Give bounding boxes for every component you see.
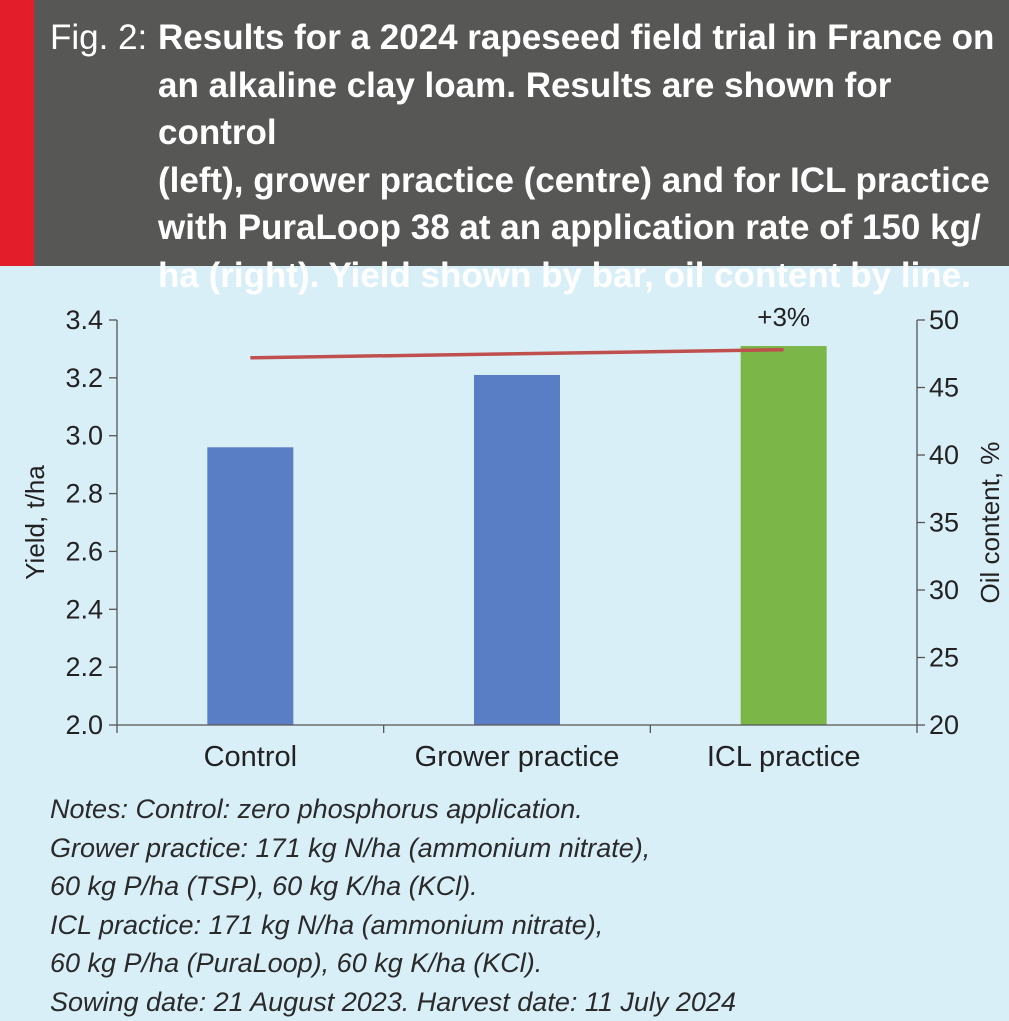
- left-tick-label: 2.2: [65, 652, 103, 682]
- title-line-1: Results for a 2024 rapeseed field trial …: [158, 18, 994, 57]
- category-label: ICL practice: [707, 741, 861, 773]
- figure-label: Fig. 2:: [50, 14, 158, 62]
- y-axis-title: Yield, t/ha: [20, 465, 50, 580]
- chart-notes: Notes: Control: zero phosphorus applicat…: [50, 790, 990, 1021]
- note-line: Notes: Control: zero phosphorus applicat…: [50, 790, 990, 829]
- right-tick-label: 25: [929, 643, 959, 673]
- left-tick-label: 2.4: [65, 594, 103, 624]
- accent-bar: [0, 0, 34, 266]
- title-line-2: an alkaline clay loam. Results are shown…: [50, 62, 995, 157]
- title-line-3: (left), grower practice (centre) and for…: [50, 157, 995, 205]
- category-label: Grower practice: [415, 741, 620, 773]
- right-tick-label: 35: [929, 508, 959, 538]
- oil-content-series: [250, 350, 783, 358]
- right-tick-label: 40: [929, 440, 959, 470]
- left-tick-label: 2.6: [65, 536, 103, 566]
- right-tick-label: 45: [929, 373, 959, 403]
- bar-annotation: +3%: [757, 302, 810, 332]
- yield-bar: [474, 375, 560, 725]
- left-tick-label: 2.8: [65, 479, 103, 509]
- yield-bars: [207, 346, 826, 725]
- right-tick-label: 30: [929, 575, 959, 605]
- note-line: Sowing date: 21 August 2023. Harvest dat…: [50, 983, 990, 1021]
- title-line-4: with PuraLoop 38 at an application rate …: [50, 204, 995, 252]
- left-tick-label: 3.4: [65, 305, 103, 335]
- note-line: ICL practice: 171 kg N/ha (ammonium nitr…: [50, 906, 990, 945]
- y2-axis-title: Oil content, %: [975, 442, 1005, 604]
- left-tick-label: 3.0: [65, 421, 103, 451]
- note-line: Grower practice: 171 kg N/ha (ammonium n…: [50, 829, 990, 868]
- oil-content-line: [250, 350, 783, 358]
- right-tick-label: 20: [929, 710, 959, 740]
- yield-bar: [207, 447, 293, 725]
- category-label: Control: [204, 741, 298, 773]
- yield-oil-chart: 2.0 2.2 2.4 2.6 2.8 3.0 3.2 3.4 20 25 30 35 40 45 50 Co…: [0, 266, 1009, 790]
- left-tick-label: 3.2: [65, 363, 103, 393]
- note-line: 60 kg P/ha (PuraLoop), 60 kg K/ha (KCl).: [50, 944, 990, 983]
- yield-bar: [741, 346, 827, 725]
- note-line: 60 kg P/ha (TSP), 60 kg K/ha (KCl).: [50, 867, 990, 906]
- left-tick-label: 2.0: [65, 710, 103, 740]
- figure-header: Fig. 2:Results for a 2024 rapeseed field…: [0, 0, 1009, 266]
- right-tick-label: 50: [929, 305, 959, 335]
- figure-title: Fig. 2:Results for a 2024 rapeseed field…: [50, 14, 995, 299]
